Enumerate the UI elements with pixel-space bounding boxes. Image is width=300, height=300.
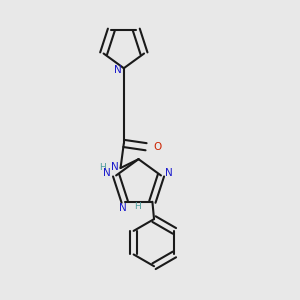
Text: N: N bbox=[114, 65, 122, 75]
Text: N: N bbox=[103, 168, 111, 178]
Text: H: H bbox=[134, 202, 140, 211]
Text: N: N bbox=[111, 162, 119, 172]
Text: N: N bbox=[165, 168, 173, 178]
Text: O: O bbox=[153, 142, 161, 152]
Text: N: N bbox=[119, 203, 127, 213]
Text: H: H bbox=[99, 163, 106, 172]
